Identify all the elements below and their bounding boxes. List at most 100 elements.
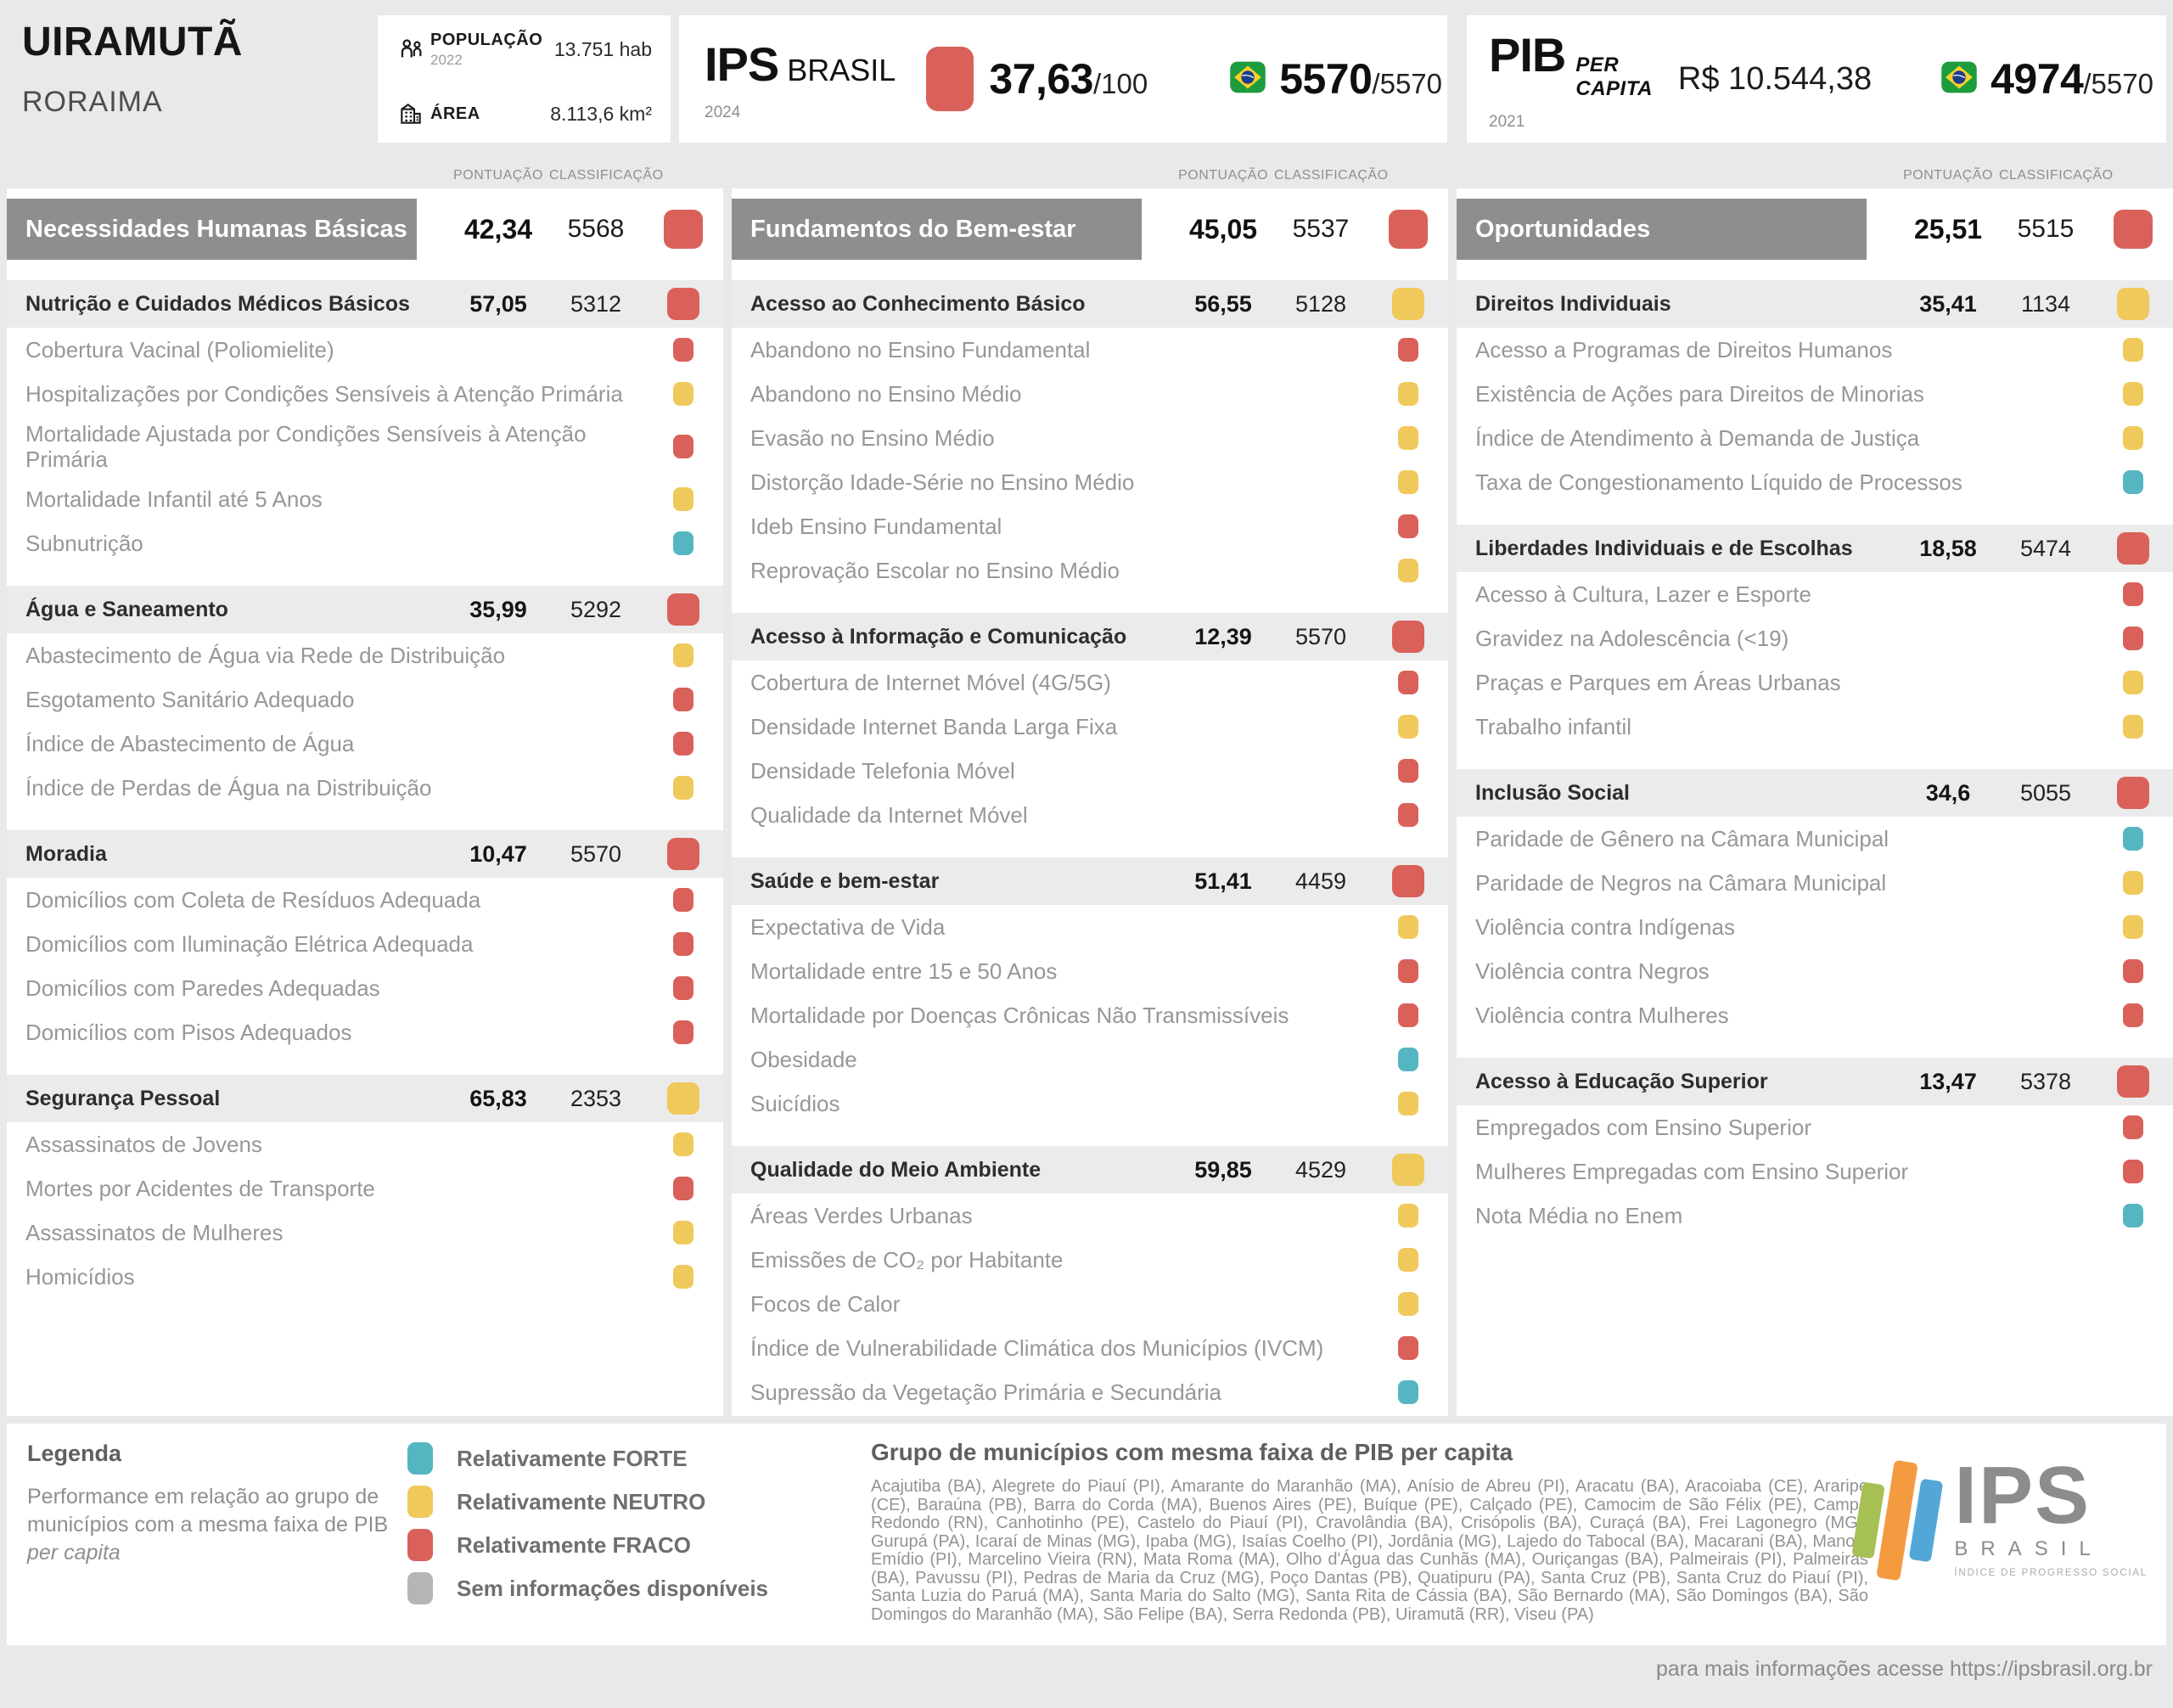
status-chip-yellow xyxy=(2122,871,2143,895)
indicator-status-cell xyxy=(1367,915,1448,939)
ips-brand: IPS BRASIL 2024 xyxy=(705,37,896,122)
legend-items: Relativamente FORTE Relativamente NEUTRO R… xyxy=(407,1442,768,1615)
indicator-name: Densidade Internet Banda Larga Fixa xyxy=(750,714,1118,739)
component-name: Saúde e bem-estar xyxy=(750,868,940,893)
indicator-row: Abastecimento de Água via Rede de Distri… xyxy=(7,633,723,677)
dimension-card: Necessidades Humanas Básicas 42,34 5568 Nut… xyxy=(7,188,723,1416)
indicator-row: Reprovação Escolar no Ensino Médio xyxy=(732,548,1448,593)
area-row: ÁREA 8.113,6 km² xyxy=(396,100,652,127)
status-chip-yellow xyxy=(1391,288,1424,320)
indicator-status-cell xyxy=(643,382,723,406)
component-rank: 5474 xyxy=(2019,535,2072,561)
indicator-name: Violência contra Negros xyxy=(1475,958,1710,984)
legend-chip-yellow xyxy=(407,1486,433,1518)
status-chip-teal xyxy=(1397,1048,1418,1071)
component-status-cell xyxy=(1367,288,1448,320)
indicator-status-cell xyxy=(1367,671,1448,694)
indicator-name: Ideb Ensino Fundamental xyxy=(750,514,1002,539)
status-chip-yellow xyxy=(672,643,693,667)
component-name: Qualidade do Meio Ambiente xyxy=(750,1157,1042,1182)
indicator-row: Índice de Vulnerabilidade Climática dos … xyxy=(732,1326,1448,1370)
legend-title: Legenda xyxy=(27,1441,122,1466)
status-chip-red xyxy=(672,888,693,912)
dimension-rank: 5515 xyxy=(2017,215,2075,243)
legend-description: Performance em relação ao grupo de munic… xyxy=(27,1483,392,1567)
dimension-score: 25,51 xyxy=(1913,213,1983,244)
pib-rank-suffix: /5570 xyxy=(2083,68,2153,99)
indicator-row: Mortes por Acidentes de Transporte xyxy=(7,1166,723,1211)
column-score-headers: PONTUAÇÃO CLASSIFICAÇÃO xyxy=(1457,163,2173,188)
column-score-headers: PONTUAÇÃO CLASSIFICAÇÃO xyxy=(732,163,1448,188)
ips-score-suffix: /100 xyxy=(1092,68,1148,99)
legend-chip-red xyxy=(407,1529,433,1561)
indicator-row: Taxa de Congestionamento Líquido de Proc… xyxy=(1457,460,2173,504)
status-chip-red xyxy=(2122,1115,2143,1139)
status-chip-teal xyxy=(672,531,693,555)
indicator-name: Abandono no Ensino Médio xyxy=(750,381,1022,407)
indicator-row: Evasão no Ensino Médio xyxy=(732,416,1448,460)
component-status-cell xyxy=(1367,621,1448,653)
indicator-status-cell xyxy=(2092,426,2173,450)
indicator-name: Acesso a Programas de Direitos Humanos xyxy=(1475,337,1893,362)
indicator-status-cell xyxy=(1367,338,1448,362)
indicator-row: Existência de Ações para Direitos de Min… xyxy=(1457,372,2173,416)
indicator-status-cell xyxy=(1367,715,1448,739)
indicator-row: Mortalidade entre 15 e 50 Anos xyxy=(732,949,1448,993)
status-chip-red xyxy=(1397,759,1418,783)
status-chip-red xyxy=(672,976,693,1000)
indicator-name: Esgotamento Sanitário Adequado xyxy=(25,687,355,712)
status-chip-red xyxy=(672,1020,693,1044)
status-chip-red xyxy=(2116,1065,2149,1098)
indicator-name: Domicílios com Coleta de Resíduos Adequa… xyxy=(25,887,481,913)
indicator-status-cell xyxy=(1367,1292,1448,1316)
dimension-status-cell xyxy=(1367,210,1448,249)
indicator-row: Paridade de Negros na Câmara Municipal xyxy=(1457,861,2173,905)
pib-group-list: Acajutiba (BA), Alegrete do Piauí (PI), … xyxy=(871,1477,1868,1624)
indicator-status-cell xyxy=(2092,338,2173,362)
indicator-name: Suicídios xyxy=(750,1091,840,1116)
indicator-row: Abandono no Ensino Fundamental xyxy=(732,328,1448,372)
indicator-status-cell xyxy=(2092,1003,2173,1027)
status-chip-red xyxy=(1397,803,1418,827)
indicator-name: Mortalidade entre 15 e 50 Anos xyxy=(750,958,1058,984)
indicator-status-cell xyxy=(2092,827,2173,851)
indicator-row: Índice de Abastecimento de Água xyxy=(7,722,723,766)
indicator-name: Homicídios xyxy=(25,1264,135,1289)
score-column-header: PONTUAÇÃO xyxy=(1903,168,1993,183)
status-chip-yellow xyxy=(2122,382,2143,406)
legend-description-text: Performance em relação ao grupo de munic… xyxy=(27,1485,389,1537)
footer-band: Legenda Performance em relação ao grupo … xyxy=(7,1424,2166,1645)
indicator-row: Domicílios com Iluminação Elétrica Adequ… xyxy=(7,922,723,966)
indicator-status-cell xyxy=(1367,559,1448,582)
indicator-status-cell xyxy=(1367,470,1448,494)
component-score: 57,05 xyxy=(469,290,527,317)
footer-link[interactable]: para mais informações acesse https://ips… xyxy=(1656,1657,2153,1681)
logo-tagline: ÍNDICE DE PROGRESSO SOCIAL xyxy=(1954,1568,2148,1578)
dimension-header-row: Necessidades Humanas Básicas 42,34 5568 xyxy=(7,195,723,263)
indicator-name: Trabalho infantil xyxy=(1475,714,1632,739)
status-chip-yellow xyxy=(2122,426,2143,450)
component-row: Segurança Pessoal 65,83 2353 xyxy=(7,1075,723,1122)
indicator-status-cell xyxy=(1367,1204,1448,1228)
dimension-name: Fundamentos do Bem-estar xyxy=(732,199,1142,260)
indicator-row: Domicílios com Pisos Adequados xyxy=(7,1010,723,1054)
dimension-score: 42,34 xyxy=(463,213,533,244)
indicator-name: Violência contra Mulheres xyxy=(1475,1003,1729,1028)
status-chip-red xyxy=(2122,626,2143,650)
indicator-name: Abastecimento de Água via Rede de Distri… xyxy=(25,643,506,668)
component-status-cell xyxy=(2092,532,2173,565)
status-chip-yellow xyxy=(1397,1092,1418,1115)
indicator-name: Índice de Atendimento à Demanda de Justi… xyxy=(1475,425,1920,451)
indicator-row: Gravidez na Adolescência (<19) xyxy=(1457,616,2173,660)
component-status-cell xyxy=(643,288,723,320)
indicator-row: Mortalidade Infantil até 5 Anos xyxy=(7,477,723,521)
indicator-row: Acesso à Cultura, Lazer e Esporte xyxy=(1457,572,2173,616)
indicator-row: Emissões de CO₂ por Habitante xyxy=(732,1238,1448,1282)
indicator-row: Qualidade da Internet Móvel xyxy=(732,793,1448,837)
indicator-status-cell xyxy=(1367,382,1448,406)
pib-rank-value: 4974 xyxy=(1991,55,2084,103)
legend-item-label: Relativamente FRACO xyxy=(457,1531,691,1558)
status-chip-red xyxy=(1397,1003,1418,1027)
component-row: Acesso à Informação e Comunicação 12,39 55… xyxy=(732,613,1448,660)
ips-score: 37,63/100 xyxy=(989,54,1148,104)
